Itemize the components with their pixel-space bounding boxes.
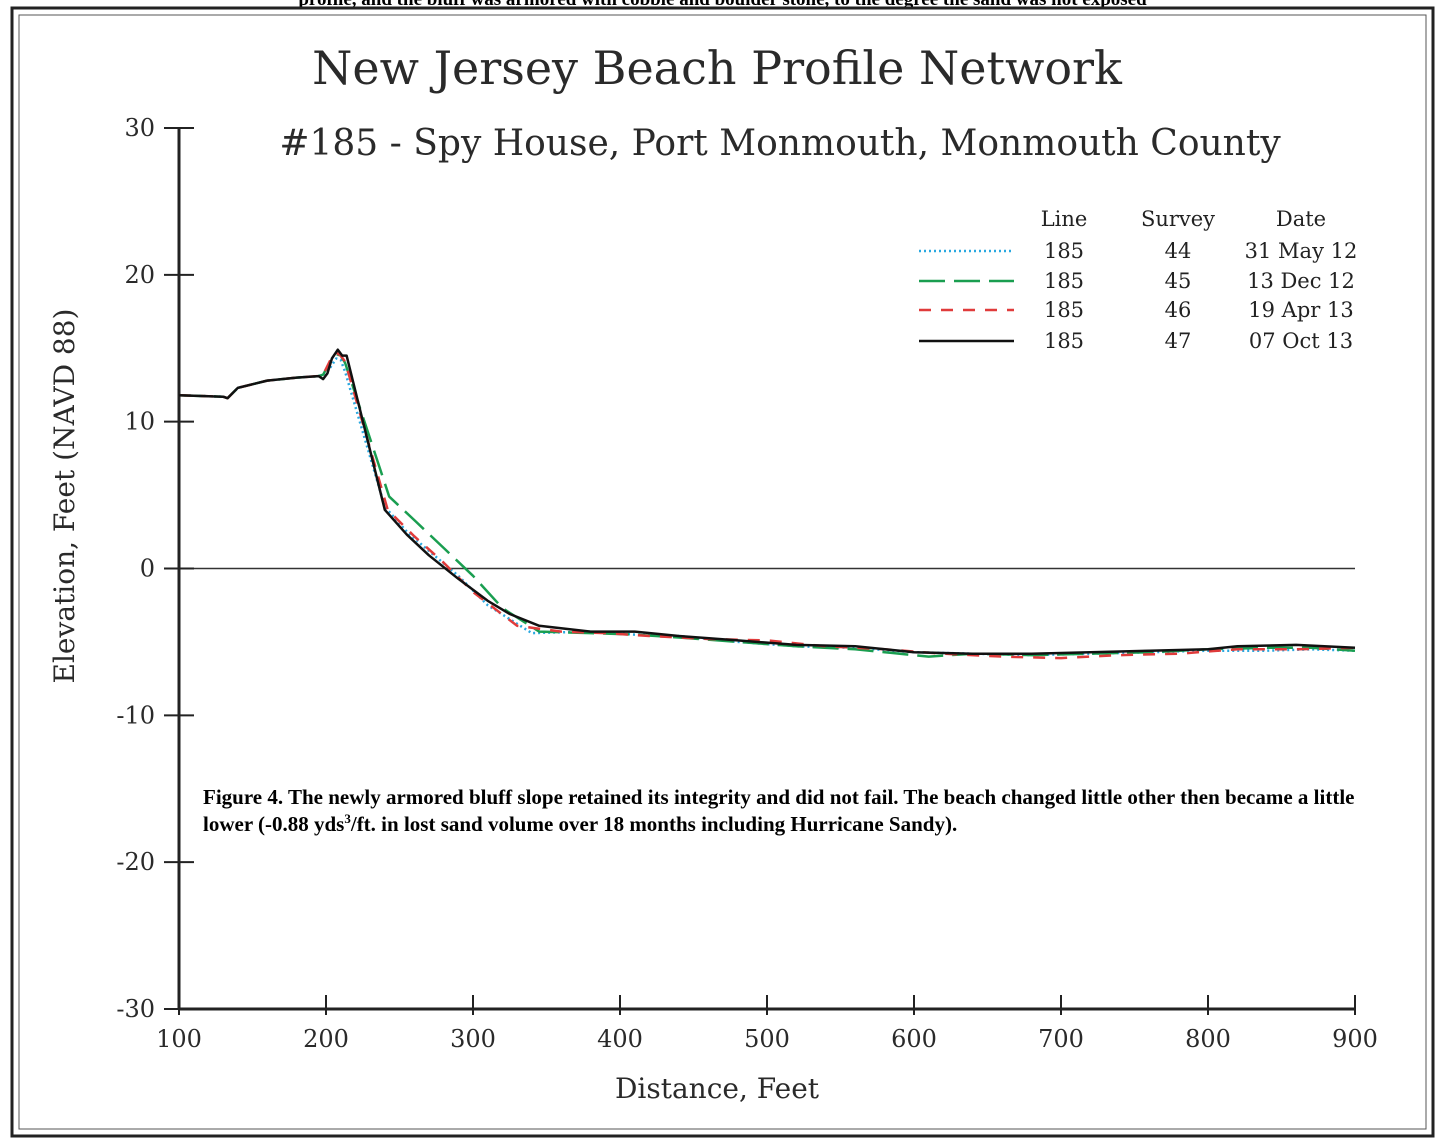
y-tick-label: 0 xyxy=(140,555,155,583)
legend-entry-text: 185 xyxy=(1044,298,1084,322)
series-line-survey-47 xyxy=(178,348,1356,655)
x-tick-label: 100 xyxy=(156,1025,202,1053)
y-tick-label: 30 xyxy=(124,114,155,142)
legend-entry-text: 31 May 12 xyxy=(1245,239,1358,263)
y-tick-label: -10 xyxy=(116,701,155,729)
x-tick-label: 600 xyxy=(891,1025,937,1053)
x-tick-label: 400 xyxy=(597,1025,643,1053)
x-axis-label: Distance, Feet xyxy=(615,1072,820,1105)
y-tick-label: 10 xyxy=(124,408,155,436)
caption-text-2: /ft. in lost sand volume over 18 months … xyxy=(350,812,958,836)
legend-entry-text: 45 xyxy=(1165,269,1192,293)
chart-title: New Jersey Beach Profile Network xyxy=(312,41,1123,95)
x-tick-label: 800 xyxy=(1185,1025,1231,1053)
y-tick-label: 20 xyxy=(124,261,155,289)
legend-header: Survey xyxy=(1141,207,1215,231)
chart-subtitle: #185 - Spy House, Port Monmouth, Monmout… xyxy=(279,123,1281,164)
legend-entry-text: 07 Oct 13 xyxy=(1249,329,1353,353)
legend-entry-text: 185 xyxy=(1044,239,1084,263)
legend-entry-text: 47 xyxy=(1165,329,1192,353)
top-text: profile, and the bluff was armored with … xyxy=(0,0,1445,8)
x-tick-label: 900 xyxy=(1332,1025,1378,1053)
y-tick-label: -30 xyxy=(116,995,155,1023)
x-tick-label: 500 xyxy=(744,1025,790,1053)
legend-header: Line xyxy=(1041,207,1088,231)
legend-entry-text: 185 xyxy=(1044,329,1084,353)
series-lines xyxy=(178,348,1356,660)
legend-entry-text: 19 Apr 13 xyxy=(1248,298,1353,322)
x-tick-label: 300 xyxy=(450,1025,496,1053)
top-text-fragment: profile, and the bluff was armored with … xyxy=(0,0,1445,8)
legend: Line Survey Date 185 44 31 May 12 185 45 13 Dec … xyxy=(919,207,1357,353)
outer-frame xyxy=(10,6,1435,1138)
x-tick-label: 700 xyxy=(1038,1025,1084,1053)
legend-entry-text: 185 xyxy=(1044,269,1084,293)
y-axis-ticks: 30 20 10 0 -10 -20 -30 xyxy=(116,114,194,1023)
legend-entry-text: 44 xyxy=(1165,239,1192,263)
figure-caption: Figure 4. The newly armored bluff slope … xyxy=(203,784,1398,838)
legend-header: Date xyxy=(1276,207,1326,231)
y-axis-label: Elevation, Feet (NAVD 88) xyxy=(48,309,81,684)
series-line-survey-46 xyxy=(178,351,1356,660)
x-axis-ticks: 100 200 300 400 500 600 700 800 900 xyxy=(156,995,1378,1053)
x-tick-label: 200 xyxy=(303,1025,349,1053)
legend-entry-text: 46 xyxy=(1165,298,1192,322)
y-tick-label: -20 xyxy=(116,848,155,876)
caption-text-1: Figure 4. The newly armored bluff slope … xyxy=(203,785,1355,836)
caption-superscript: 3 xyxy=(344,811,351,826)
inner-frame xyxy=(18,14,1427,1130)
legend-entry-text: 13 Dec 12 xyxy=(1247,269,1355,293)
